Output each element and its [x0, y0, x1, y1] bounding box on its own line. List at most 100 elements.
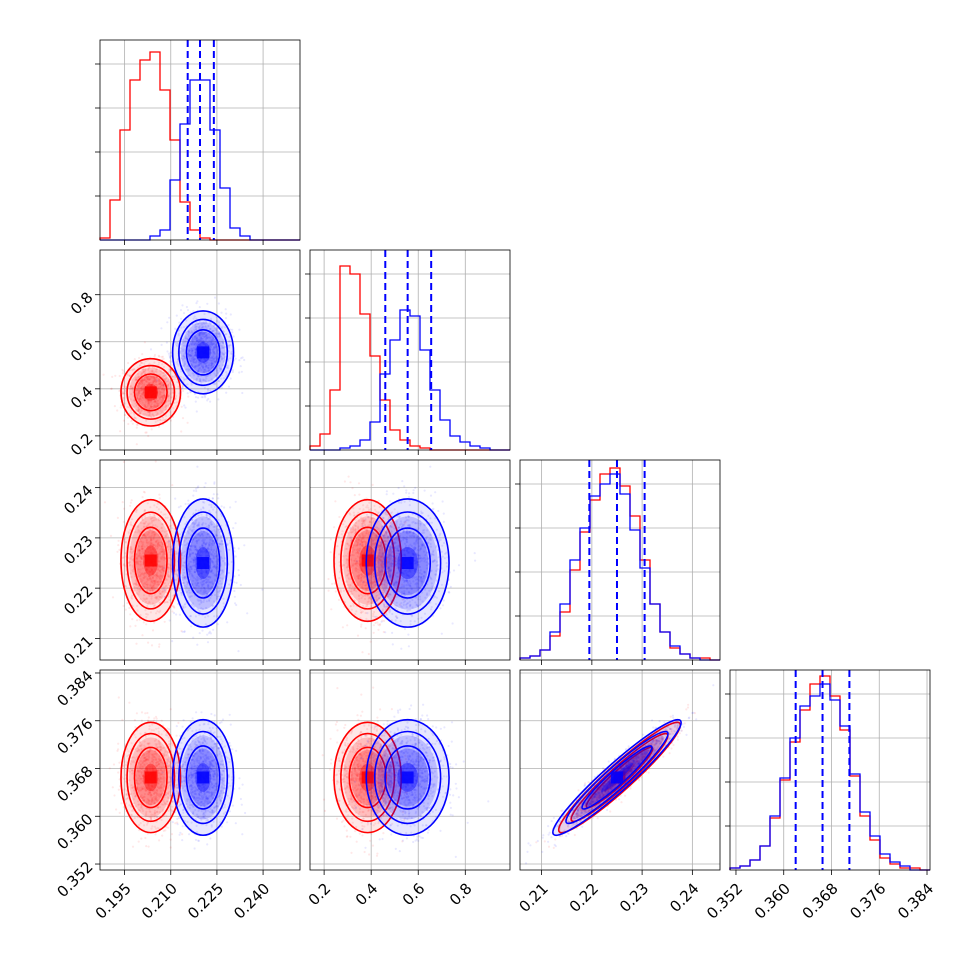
- scatter-point: [149, 414, 152, 417]
- scatter-point: [372, 615, 375, 618]
- scatter-point: [190, 567, 193, 571]
- scatter-point: [181, 338, 184, 341]
- scatter-point: [430, 582, 433, 585]
- scatter-point: [167, 404, 170, 407]
- scatter-point: [129, 564, 132, 567]
- scatter-point: [212, 341, 215, 345]
- scatter-point: [138, 398, 141, 401]
- scatter-point: [138, 390, 141, 393]
- scatter-point: [212, 353, 215, 356]
- scatter-point: [153, 355, 156, 358]
- scatter-point: [388, 534, 391, 537]
- scatter-point: [169, 419, 172, 422]
- scatter-point: [167, 371, 170, 374]
- scatter-point: [218, 543, 221, 546]
- scatter-point: [205, 335, 208, 338]
- scatter-point: [367, 515, 370, 518]
- scatter-point: [360, 538, 363, 541]
- scatter-point: [136, 557, 139, 560]
- scatter-point: [158, 544, 161, 547]
- scatter-point: [373, 526, 377, 529]
- scatter-point: [137, 560, 140, 563]
- scatter-point: [368, 552, 371, 555]
- scatter-point: [380, 563, 383, 567]
- scatter-point: [364, 605, 367, 608]
- scatter-point: [396, 547, 399, 550]
- scatter-point: [150, 406, 153, 409]
- scatter-point: [200, 333, 203, 336]
- scatter-point: [143, 377, 146, 380]
- scatter-point: [213, 361, 216, 364]
- scatter-point: [150, 552, 153, 555]
- scatter-point: [380, 539, 383, 542]
- scatter-point: [216, 590, 220, 594]
- scatter-point: [136, 376, 139, 379]
- scatter-point: [156, 419, 159, 422]
- scatter-point: [216, 562, 219, 566]
- scatter-point: [372, 580, 375, 584]
- scatter-point: [202, 547, 205, 550]
- scatter-point: [394, 560, 397, 563]
- scatter-point: [347, 531, 350, 535]
- scatter-point: [347, 583, 350, 587]
- scatter-point: [148, 407, 151, 410]
- scatter-point: [192, 343, 195, 346]
- scatter-point: [423, 560, 426, 563]
- scatter-point: [167, 595, 170, 598]
- scatter-point: [144, 403, 147, 406]
- scatter-point: [141, 409, 144, 412]
- contour-blue: [178, 511, 229, 615]
- scatter-point: [231, 331, 234, 334]
- scatter-point: [351, 592, 354, 596]
- scatter-point: [345, 560, 348, 563]
- scatter-point: [137, 575, 140, 578]
- scatter-point: [143, 587, 146, 590]
- scatter-point: [190, 625, 193, 628]
- scatter-point: [439, 538, 442, 542]
- scatter-point: [139, 412, 142, 415]
- scatter-point: [157, 595, 160, 598]
- scatter-point: [141, 572, 144, 575]
- scatter-point: [362, 519, 365, 522]
- scatter-point: [235, 581, 238, 585]
- scatter-point: [405, 489, 408, 492]
- scatter-point: [212, 572, 215, 575]
- scatter-point: [145, 616, 148, 619]
- scatter-point: [358, 559, 361, 563]
- scatter-point: [187, 395, 190, 398]
- scatter-point: [157, 575, 160, 578]
- scatter-point: [407, 524, 410, 527]
- scatter-point: [159, 418, 162, 422]
- scatter-point: [193, 341, 196, 344]
- scatter-point: [214, 332, 217, 335]
- scatter-point: [172, 611, 176, 615]
- scatter-point: [160, 550, 163, 553]
- scatter-point: [353, 587, 356, 590]
- scatter-point: [349, 531, 353, 534]
- scatter-point: [359, 542, 362, 546]
- scatter-point: [365, 587, 368, 590]
- scatter-point: [165, 601, 169, 604]
- scatter-point: [201, 528, 205, 531]
- contour-blue: [171, 498, 235, 628]
- scatter-point: [200, 323, 203, 326]
- scatter-point: [354, 540, 357, 543]
- scatter-point: [382, 534, 386, 537]
- scatter-point: [143, 534, 146, 537]
- scatter-point: [199, 359, 202, 363]
- scatter-point: [204, 325, 207, 328]
- scatter-point: [361, 540, 364, 544]
- scatter-point: [405, 574, 408, 577]
- scatter-point: [206, 641, 210, 644]
- scatter-point: [139, 578, 142, 581]
- scatter-point: [354, 569, 357, 572]
- scatter-point: [167, 562, 170, 565]
- scatter-point: [192, 561, 195, 565]
- scatter-point: [141, 545, 144, 548]
- scatter-point: [439, 532, 442, 535]
- scatter-point: [199, 551, 202, 555]
- scatter-point: [221, 570, 225, 574]
- scatter-point: [163, 558, 166, 561]
- scatter-point: [371, 583, 374, 586]
- scatter-point: [140, 579, 143, 583]
